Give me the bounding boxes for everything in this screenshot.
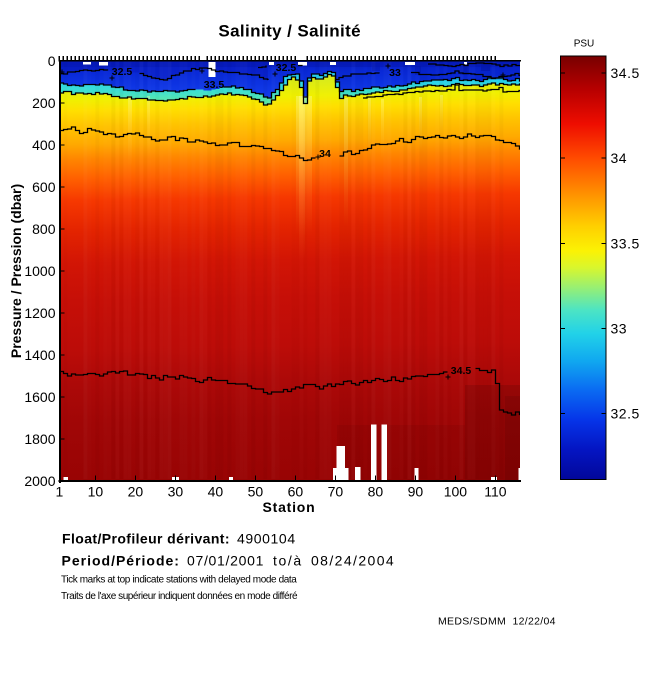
svg-text:1400: 1400 — [24, 347, 55, 363]
svg-text:1: 1 — [56, 484, 64, 500]
svg-text:10: 10 — [88, 484, 104, 500]
svg-text:Tick marks at top indicate sta: Tick marks at top indicate stations with… — [61, 575, 297, 586]
svg-text:32.5: 32.5 — [112, 66, 133, 78]
svg-text:1800: 1800 — [24, 431, 55, 447]
svg-text:32.5: 32.5 — [611, 405, 640, 421]
svg-text:Salinity / Salinité: Salinity / Salinité — [218, 22, 361, 41]
svg-text:2000: 2000 — [24, 473, 55, 489]
svg-text:33.5: 33.5 — [204, 79, 225, 91]
svg-text:Pressure / Pression (dbar): Pressure / Pression (dbar) — [8, 184, 24, 358]
svg-text:34.5: 34.5 — [611, 65, 640, 81]
svg-text:34.5: 34.5 — [451, 365, 472, 377]
svg-text:800: 800 — [32, 221, 56, 237]
svg-text:60: 60 — [288, 484, 304, 500]
svg-text:90: 90 — [408, 484, 424, 500]
svg-text:600: 600 — [32, 179, 56, 195]
svg-text:Float/Profileur dérivant:: Float/Profileur dérivant: — [62, 531, 230, 547]
svg-text:Period/Période:: Period/Période: — [62, 553, 180, 569]
svg-text:07/01/2001: 07/01/2001 — [187, 553, 264, 569]
svg-text:33: 33 — [611, 320, 628, 336]
svg-text:1600: 1600 — [24, 389, 55, 405]
svg-text:50: 50 — [248, 484, 264, 500]
svg-text:80: 80 — [368, 484, 384, 500]
svg-text:PSU: PSU — [574, 39, 595, 50]
svg-text:33.5: 33.5 — [611, 235, 640, 251]
svg-text:32.5: 32.5 — [276, 62, 297, 74]
svg-text:4900104: 4900104 — [237, 531, 296, 547]
svg-text:70: 70 — [328, 484, 344, 500]
svg-text:200: 200 — [32, 95, 56, 111]
svg-text:Traits de l'axe supérieur indi: Traits de l'axe supérieur indiquent donn… — [61, 591, 298, 602]
svg-text:34: 34 — [319, 148, 331, 160]
svg-text:08/24/2004: 08/24/2004 — [311, 553, 395, 569]
svg-text:30: 30 — [168, 484, 184, 500]
svg-text:1000: 1000 — [24, 263, 55, 279]
svg-text:1200: 1200 — [24, 305, 55, 321]
svg-text:400: 400 — [32, 137, 56, 153]
svg-text:34: 34 — [611, 150, 628, 166]
svg-text:100: 100 — [444, 484, 468, 500]
svg-text:0: 0 — [48, 53, 56, 69]
svg-text:to/à: to/à — [273, 553, 303, 569]
svg-text:MEDS/SDMM 12/22/04: MEDS/SDMM 12/22/04 — [438, 616, 556, 628]
svg-text:Station: Station — [262, 499, 315, 515]
svg-text:33: 33 — [389, 67, 401, 79]
svg-text:110: 110 — [484, 484, 507, 500]
svg-text:20: 20 — [128, 484, 144, 500]
svg-text:40: 40 — [208, 484, 224, 500]
